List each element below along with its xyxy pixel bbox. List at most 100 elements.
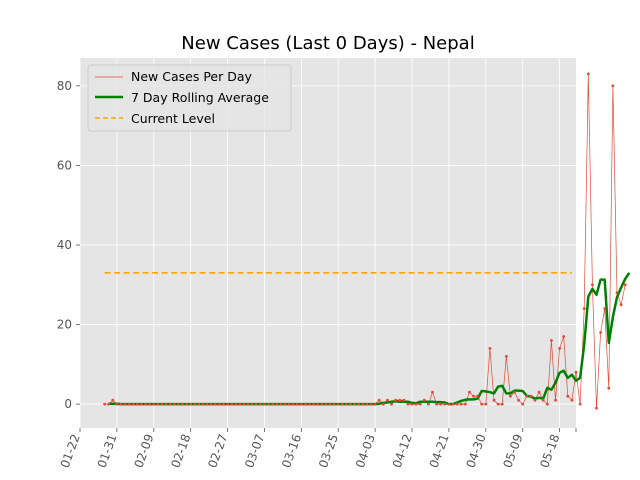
daily-point [537, 390, 541, 394]
daily-point [308, 402, 311, 406]
daily-point [222, 402, 225, 406]
daily-point [558, 347, 561, 350]
daily-point [488, 347, 492, 350]
daily-point [578, 402, 582, 406]
daily-point [177, 402, 180, 406]
legend: New Cases Per Day 7 Day Rolling Average … [87, 64, 292, 132]
daily-point [140, 402, 143, 406]
daily-point [172, 402, 176, 406]
daily-point [451, 402, 455, 406]
daily-point [377, 398, 381, 402]
daily-point [623, 283, 627, 287]
daily-point [513, 390, 516, 394]
y-tick-label: 20 [57, 318, 72, 332]
daily-point [562, 335, 566, 338]
daily-point [115, 402, 119, 406]
daily-point [582, 307, 586, 310]
x-tick-label: 03-25 [316, 432, 341, 470]
daily-point [591, 283, 594, 287]
daily-point [345, 402, 348, 406]
daily-point [144, 402, 148, 406]
daily-point [185, 402, 189, 406]
x-tick-label: 04-21 [427, 432, 452, 470]
daily-point [468, 390, 471, 394]
daily-point [431, 390, 434, 394]
daily-point [336, 402, 340, 406]
daily-point [427, 402, 430, 406]
daily-point [480, 402, 484, 406]
daily-point [398, 398, 402, 402]
daily-point [447, 402, 451, 406]
daily-point [209, 402, 213, 406]
daily-point [103, 402, 106, 406]
daily-point [193, 402, 197, 406]
daily-point [332, 402, 336, 406]
daily-point [381, 402, 385, 406]
daily-point [213, 402, 217, 406]
daily-point [615, 291, 619, 295]
daily-point [545, 402, 549, 406]
daily-point [168, 402, 172, 406]
daily-point [402, 398, 406, 402]
x-tick-label: 02-18 [168, 432, 193, 470]
daily-point [283, 402, 287, 406]
daily-point [279, 402, 283, 406]
x-tick-label: 03-07 [242, 432, 267, 470]
daily-point [484, 402, 488, 406]
daily-point [574, 370, 578, 374]
tick-marks [76, 85, 577, 432]
daily-point [156, 402, 160, 406]
daily-point [263, 402, 266, 406]
daily-point [160, 402, 164, 406]
daily-point [119, 402, 123, 406]
daily-point [127, 402, 131, 406]
daily-point [459, 402, 463, 406]
daily-point [529, 394, 533, 398]
daily-point [205, 402, 209, 406]
daily-point [218, 402, 221, 406]
legend-label-rolling: 7 Day Rolling Average [131, 90, 269, 105]
daily-point [410, 402, 414, 406]
daily-point [463, 402, 467, 406]
x-tick-label: 04-12 [390, 432, 415, 470]
daily-point [242, 402, 246, 406]
daily-point [136, 402, 139, 406]
x-tick-label: 01-22 [58, 432, 83, 470]
daily-point [496, 402, 500, 406]
daily-point [554, 398, 557, 402]
daily-point [406, 402, 410, 406]
daily-point [181, 402, 184, 406]
daily-point [123, 402, 127, 406]
daily-point [472, 394, 475, 398]
daily-point [435, 402, 438, 406]
y-tick-label: 0 [64, 397, 72, 411]
x-tick-label: 01-31 [95, 432, 120, 470]
daily-point [361, 402, 365, 406]
daily-point [250, 402, 254, 406]
x-tick-label: 05-18 [537, 432, 562, 470]
daily-point [611, 84, 615, 88]
daily-point [595, 406, 598, 410]
daily-point [349, 402, 352, 406]
daily-point [619, 303, 623, 307]
daily-point [509, 394, 512, 398]
daily-point [541, 398, 545, 402]
daily-point [414, 402, 418, 406]
y-tick-label: 80 [57, 79, 72, 93]
x-tick-label: 02-09 [132, 432, 157, 470]
daily-point [550, 339, 553, 342]
daily-point [455, 402, 459, 406]
daily-point [373, 402, 377, 406]
daily-point [521, 402, 525, 406]
daily-point [316, 402, 320, 406]
daily-point [566, 394, 570, 398]
daily-point [586, 72, 590, 76]
chart-title: New Cases (Last 0 Days) - Nepal [181, 33, 474, 54]
daily-point [328, 402, 332, 406]
legend-label-daily: New Cases Per Day [131, 69, 252, 84]
daily-point [394, 398, 397, 402]
daily-point [275, 402, 279, 406]
daily-point [164, 402, 168, 406]
daily-point [422, 398, 426, 402]
